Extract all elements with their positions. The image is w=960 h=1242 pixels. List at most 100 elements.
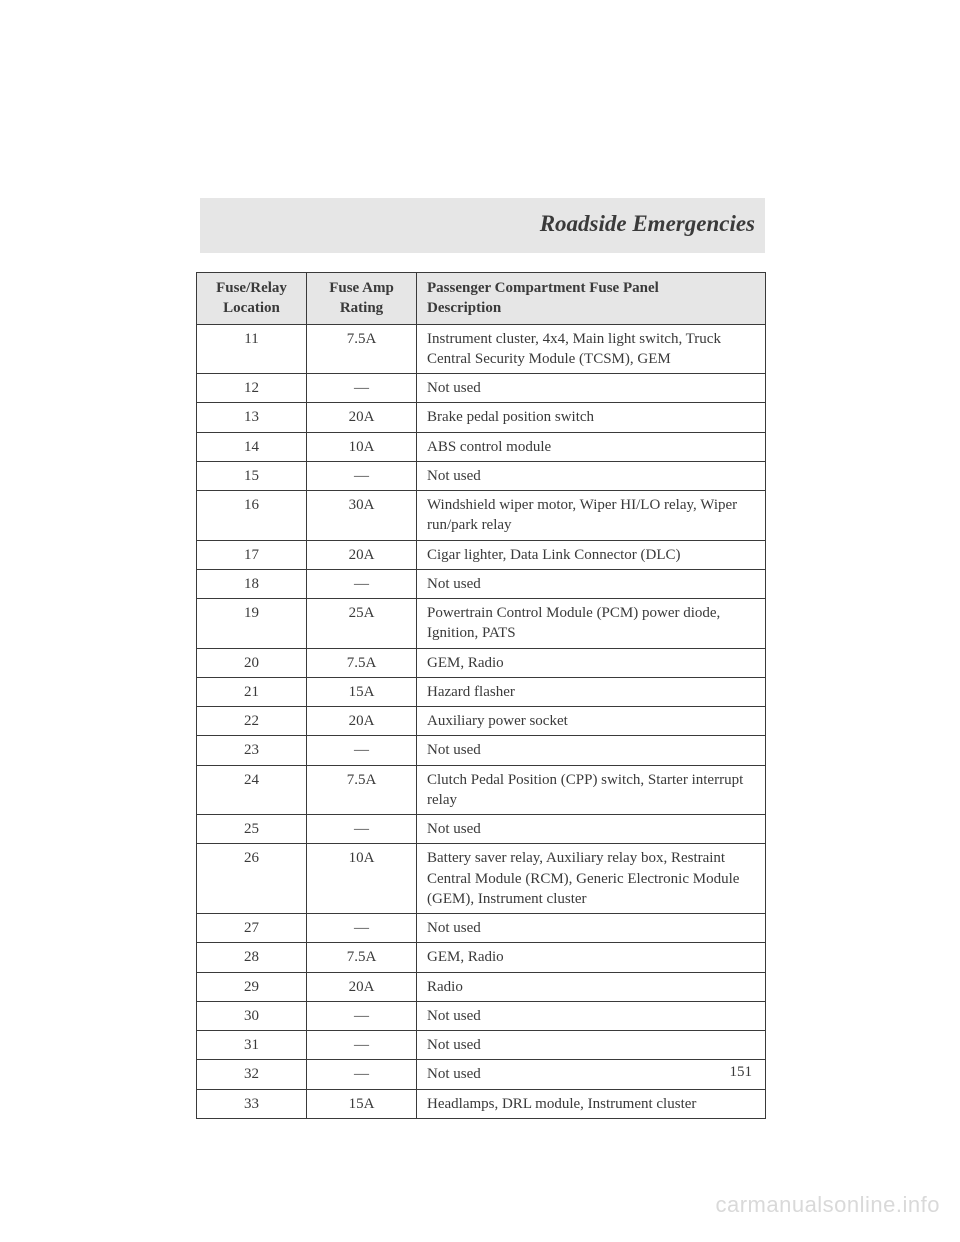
header-location: Fuse/RelayLocation <box>197 273 307 325</box>
cell-description: ABS control module <box>417 432 766 461</box>
cell-rating: — <box>307 1001 417 1030</box>
table-row: 32—Not used <box>197 1060 766 1089</box>
cell-description: Headlamps, DRL module, Instrument cluste… <box>417 1089 766 1118</box>
cell-location: 32 <box>197 1060 307 1089</box>
cell-rating: — <box>307 1060 417 1089</box>
cell-location: 27 <box>197 914 307 943</box>
cell-description: Cigar lighter, Data Link Connector (DLC) <box>417 540 766 569</box>
table-row: 1320ABrake pedal position switch <box>197 403 766 432</box>
cell-rating: 20A <box>307 972 417 1001</box>
cell-description: Not used <box>417 1031 766 1060</box>
fuse-table: Fuse/RelayLocation Fuse AmpRating Passen… <box>196 272 766 1119</box>
cell-location: 30 <box>197 1001 307 1030</box>
table-row: 3315AHeadlamps, DRL module, Instrument c… <box>197 1089 766 1118</box>
page-number: 151 <box>730 1064 753 1081</box>
cell-description: Clutch Pedal Position (CPP) switch, Star… <box>417 765 766 815</box>
cell-rating: 20A <box>307 540 417 569</box>
cell-rating: 15A <box>307 1089 417 1118</box>
cell-description: Not used <box>417 374 766 403</box>
cell-location: 20 <box>197 648 307 677</box>
cell-rating: 20A <box>307 707 417 736</box>
cell-rating: — <box>307 374 417 403</box>
cell-location: 19 <box>197 599 307 649</box>
table-row: 1630AWindshield wiper motor, Wiper HI/LO… <box>197 491 766 541</box>
cell-description: GEM, Radio <box>417 648 766 677</box>
cell-rating: — <box>307 736 417 765</box>
cell-description: Windshield wiper motor, Wiper HI/LO rela… <box>417 491 766 541</box>
table-row: 117.5AInstrument cluster, 4x4, Main ligh… <box>197 324 766 374</box>
cell-description: Instrument cluster, 4x4, Main light swit… <box>417 324 766 374</box>
cell-location: 29 <box>197 972 307 1001</box>
table-row: 207.5AGEM, Radio <box>197 648 766 677</box>
table-row: 25—Not used <box>197 815 766 844</box>
cell-description: GEM, Radio <box>417 943 766 972</box>
cell-location: 12 <box>197 374 307 403</box>
cell-description: Not used <box>417 569 766 598</box>
cell-location: 31 <box>197 1031 307 1060</box>
header-description: Passenger Compartment Fuse PanelDescript… <box>417 273 766 325</box>
table-header-row: Fuse/RelayLocation Fuse AmpRating Passen… <box>197 273 766 325</box>
cell-description: Hazard flasher <box>417 677 766 706</box>
table-row: 1410AABS control module <box>197 432 766 461</box>
table-row: 247.5AClutch Pedal Position (CPP) switch… <box>197 765 766 815</box>
table-row: 2115AHazard flasher <box>197 677 766 706</box>
cell-description: Not used <box>417 1001 766 1030</box>
cell-description: Radio <box>417 972 766 1001</box>
cell-location: 21 <box>197 677 307 706</box>
cell-rating: 7.5A <box>307 943 417 972</box>
cell-description: Not used <box>417 815 766 844</box>
cell-location: 15 <box>197 461 307 490</box>
table-row: 1720ACigar lighter, Data Link Connector … <box>197 540 766 569</box>
cell-location: 17 <box>197 540 307 569</box>
cell-rating: — <box>307 1031 417 1060</box>
table-row: 27—Not used <box>197 914 766 943</box>
table-row: 18—Not used <box>197 569 766 598</box>
cell-rating: 30A <box>307 491 417 541</box>
table-row: 31—Not used <box>197 1031 766 1060</box>
cell-rating: 7.5A <box>307 648 417 677</box>
table-row: 30—Not used <box>197 1001 766 1030</box>
cell-location: 25 <box>197 815 307 844</box>
table-row: 2920ARadio <box>197 972 766 1001</box>
cell-location: 23 <box>197 736 307 765</box>
table-row: 12—Not used <box>197 374 766 403</box>
cell-location: 33 <box>197 1089 307 1118</box>
table-row: 15—Not used <box>197 461 766 490</box>
table-row: 1925APowertrain Control Module (PCM) pow… <box>197 599 766 649</box>
cell-description: Brake pedal position switch <box>417 403 766 432</box>
cell-location: 14 <box>197 432 307 461</box>
table-body: 117.5AInstrument cluster, 4x4, Main ligh… <box>197 324 766 1118</box>
cell-rating: 10A <box>307 432 417 461</box>
cell-location: 28 <box>197 943 307 972</box>
cell-location: 24 <box>197 765 307 815</box>
cell-location: 22 <box>197 707 307 736</box>
cell-description: Not used <box>417 461 766 490</box>
cell-description: Battery saver relay, Auxiliary relay box… <box>417 844 766 914</box>
cell-description: Powertrain Control Module (PCM) power di… <box>417 599 766 649</box>
cell-rating: 10A <box>307 844 417 914</box>
cell-rating: 7.5A <box>307 765 417 815</box>
table-row: 2220AAuxiliary power socket <box>197 707 766 736</box>
cell-location: 16 <box>197 491 307 541</box>
chapter-title: Roadside Emergencies <box>540 211 755 237</box>
cell-location: 11 <box>197 324 307 374</box>
cell-rating: — <box>307 815 417 844</box>
cell-rating: — <box>307 569 417 598</box>
document-page: Roadside Emergencies Fuse/RelayLocation … <box>0 0 960 1242</box>
cell-location: 18 <box>197 569 307 598</box>
table-row: 23—Not used <box>197 736 766 765</box>
header-rating: Fuse AmpRating <box>307 273 417 325</box>
cell-rating: 25A <box>307 599 417 649</box>
cell-description: Not used <box>417 1060 766 1089</box>
cell-rating: — <box>307 914 417 943</box>
watermark-text: carmanualsonline.info <box>715 1192 940 1218</box>
cell-rating: — <box>307 461 417 490</box>
cell-description: Auxiliary power socket <box>417 707 766 736</box>
cell-rating: 7.5A <box>307 324 417 374</box>
cell-description: Not used <box>417 736 766 765</box>
table-row: 2610ABattery saver relay, Auxiliary rela… <box>197 844 766 914</box>
cell-location: 26 <box>197 844 307 914</box>
table-row: 287.5AGEM, Radio <box>197 943 766 972</box>
cell-location: 13 <box>197 403 307 432</box>
cell-rating: 20A <box>307 403 417 432</box>
